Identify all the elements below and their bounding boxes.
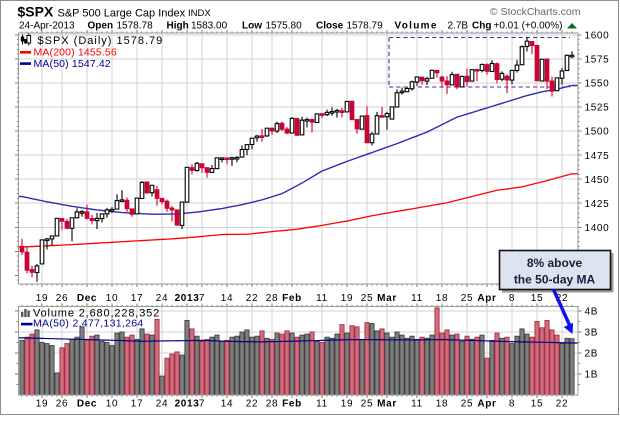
svg-text:10: 10 <box>106 293 118 304</box>
svg-text:8: 8 <box>509 399 515 410</box>
svg-text:S&P 500 Large Cap Index: S&P 500 Large Cap Index <box>58 8 186 20</box>
svg-text:15: 15 <box>531 293 543 304</box>
svg-text:+0.01 (+0.00%): +0.01 (+0.00%) <box>494 21 563 32</box>
svg-text:18: 18 <box>436 399 448 410</box>
svg-text:Dec: Dec <box>77 399 97 410</box>
svg-text:14: 14 <box>221 293 233 304</box>
svg-text:Close: Close <box>316 21 344 32</box>
svg-text:2B: 2B <box>585 349 599 360</box>
svg-text:1B: 1B <box>585 370 599 381</box>
svg-text:Mar: Mar <box>377 399 397 410</box>
svg-text:Volume: Volume <box>395 21 438 32</box>
svg-text:1575.80: 1575.80 <box>266 21 303 32</box>
svg-text:© StockCharts.com: © StockCharts.com <box>490 6 581 18</box>
svg-text:15: 15 <box>531 399 543 410</box>
svg-text:Feb: Feb <box>282 399 302 410</box>
svg-text:Dec: Dec <box>77 293 97 304</box>
svg-text:1583.00: 1583.00 <box>191 21 228 32</box>
svg-text:22: 22 <box>246 293 258 304</box>
svg-text:11: 11 <box>316 399 328 410</box>
svg-text:25: 25 <box>461 293 473 304</box>
svg-text:11: 11 <box>411 399 423 410</box>
svg-text:MA(50) 2,477,131,264: MA(50) 2,477,131,264 <box>33 318 144 330</box>
svg-text:1525: 1525 <box>585 103 610 114</box>
svg-text:8: 8 <box>509 293 515 304</box>
svg-text:1578.78: 1578.78 <box>117 21 154 32</box>
svg-text:Volume 2,680,228,352: Volume 2,680,228,352 <box>33 308 160 320</box>
svg-text:1600: 1600 <box>585 31 610 42</box>
svg-text:25: 25 <box>361 399 373 410</box>
svg-text:19: 19 <box>36 293 48 304</box>
svg-text:24: 24 <box>156 399 168 410</box>
svg-text:1575: 1575 <box>585 55 610 66</box>
svg-text:Low: Low <box>242 21 262 32</box>
svg-text:4B: 4B <box>585 307 599 318</box>
svg-text:22: 22 <box>246 399 258 410</box>
svg-text:Apr: Apr <box>477 293 496 304</box>
svg-text:1475: 1475 <box>585 151 610 162</box>
svg-text:28: 28 <box>266 399 278 410</box>
svg-text:24: 24 <box>156 293 168 304</box>
svg-text:$SPX: $SPX <box>18 4 54 20</box>
svg-text:2.7B: 2.7B <box>448 21 469 32</box>
svg-text:1400: 1400 <box>585 223 610 234</box>
svg-text:17: 17 <box>131 399 143 410</box>
svg-text:7: 7 <box>199 293 205 304</box>
svg-text:25: 25 <box>361 293 373 304</box>
svg-text:$SPX (Daily) 1578.79: $SPX (Daily) 1578.79 <box>38 35 164 47</box>
svg-text:22: 22 <box>556 293 568 304</box>
svg-text:18: 18 <box>436 293 448 304</box>
svg-text:1550: 1550 <box>585 79 610 90</box>
svg-text:Apr: Apr <box>477 399 496 410</box>
svg-text:17: 17 <box>131 293 143 304</box>
svg-text:Feb: Feb <box>282 293 302 304</box>
svg-text:25: 25 <box>461 399 473 410</box>
svg-text:Open: Open <box>88 21 114 32</box>
svg-text:10: 10 <box>106 399 118 410</box>
svg-text:MA(200) 1455.56: MA(200) 1455.56 <box>34 47 117 59</box>
svg-text:11: 11 <box>316 293 328 304</box>
svg-text:7: 7 <box>199 399 205 410</box>
svg-text:24-Apr-2013: 24-Apr-2013 <box>19 21 75 32</box>
svg-text:26: 26 <box>56 293 68 304</box>
svg-text:1450: 1450 <box>585 175 610 186</box>
svg-text:3B: 3B <box>585 328 599 339</box>
svg-text:19: 19 <box>341 399 353 410</box>
svg-text:2013: 2013 <box>175 293 200 304</box>
svg-text:19: 19 <box>341 293 353 304</box>
svg-text:11: 11 <box>411 293 423 304</box>
svg-text:INDX: INDX <box>188 8 211 19</box>
svg-text:1578.79: 1578.79 <box>347 21 384 32</box>
svg-text:the 50-day MA: the 50-day MA <box>514 273 596 287</box>
svg-text:8% above: 8% above <box>527 256 583 270</box>
svg-text:14: 14 <box>221 399 233 410</box>
svg-text:1500: 1500 <box>585 127 610 138</box>
svg-text:22: 22 <box>556 399 568 410</box>
svg-text:2013: 2013 <box>175 399 200 410</box>
svg-text:Chg: Chg <box>472 21 491 32</box>
svg-text:High: High <box>167 21 189 32</box>
svg-text:MA(50) 1547.42: MA(50) 1547.42 <box>34 58 111 70</box>
svg-text:26: 26 <box>56 399 68 410</box>
svg-text:1425: 1425 <box>585 199 610 210</box>
svg-text:Mar: Mar <box>377 293 397 304</box>
svg-text:19: 19 <box>36 399 48 410</box>
svg-text:28: 28 <box>266 293 278 304</box>
